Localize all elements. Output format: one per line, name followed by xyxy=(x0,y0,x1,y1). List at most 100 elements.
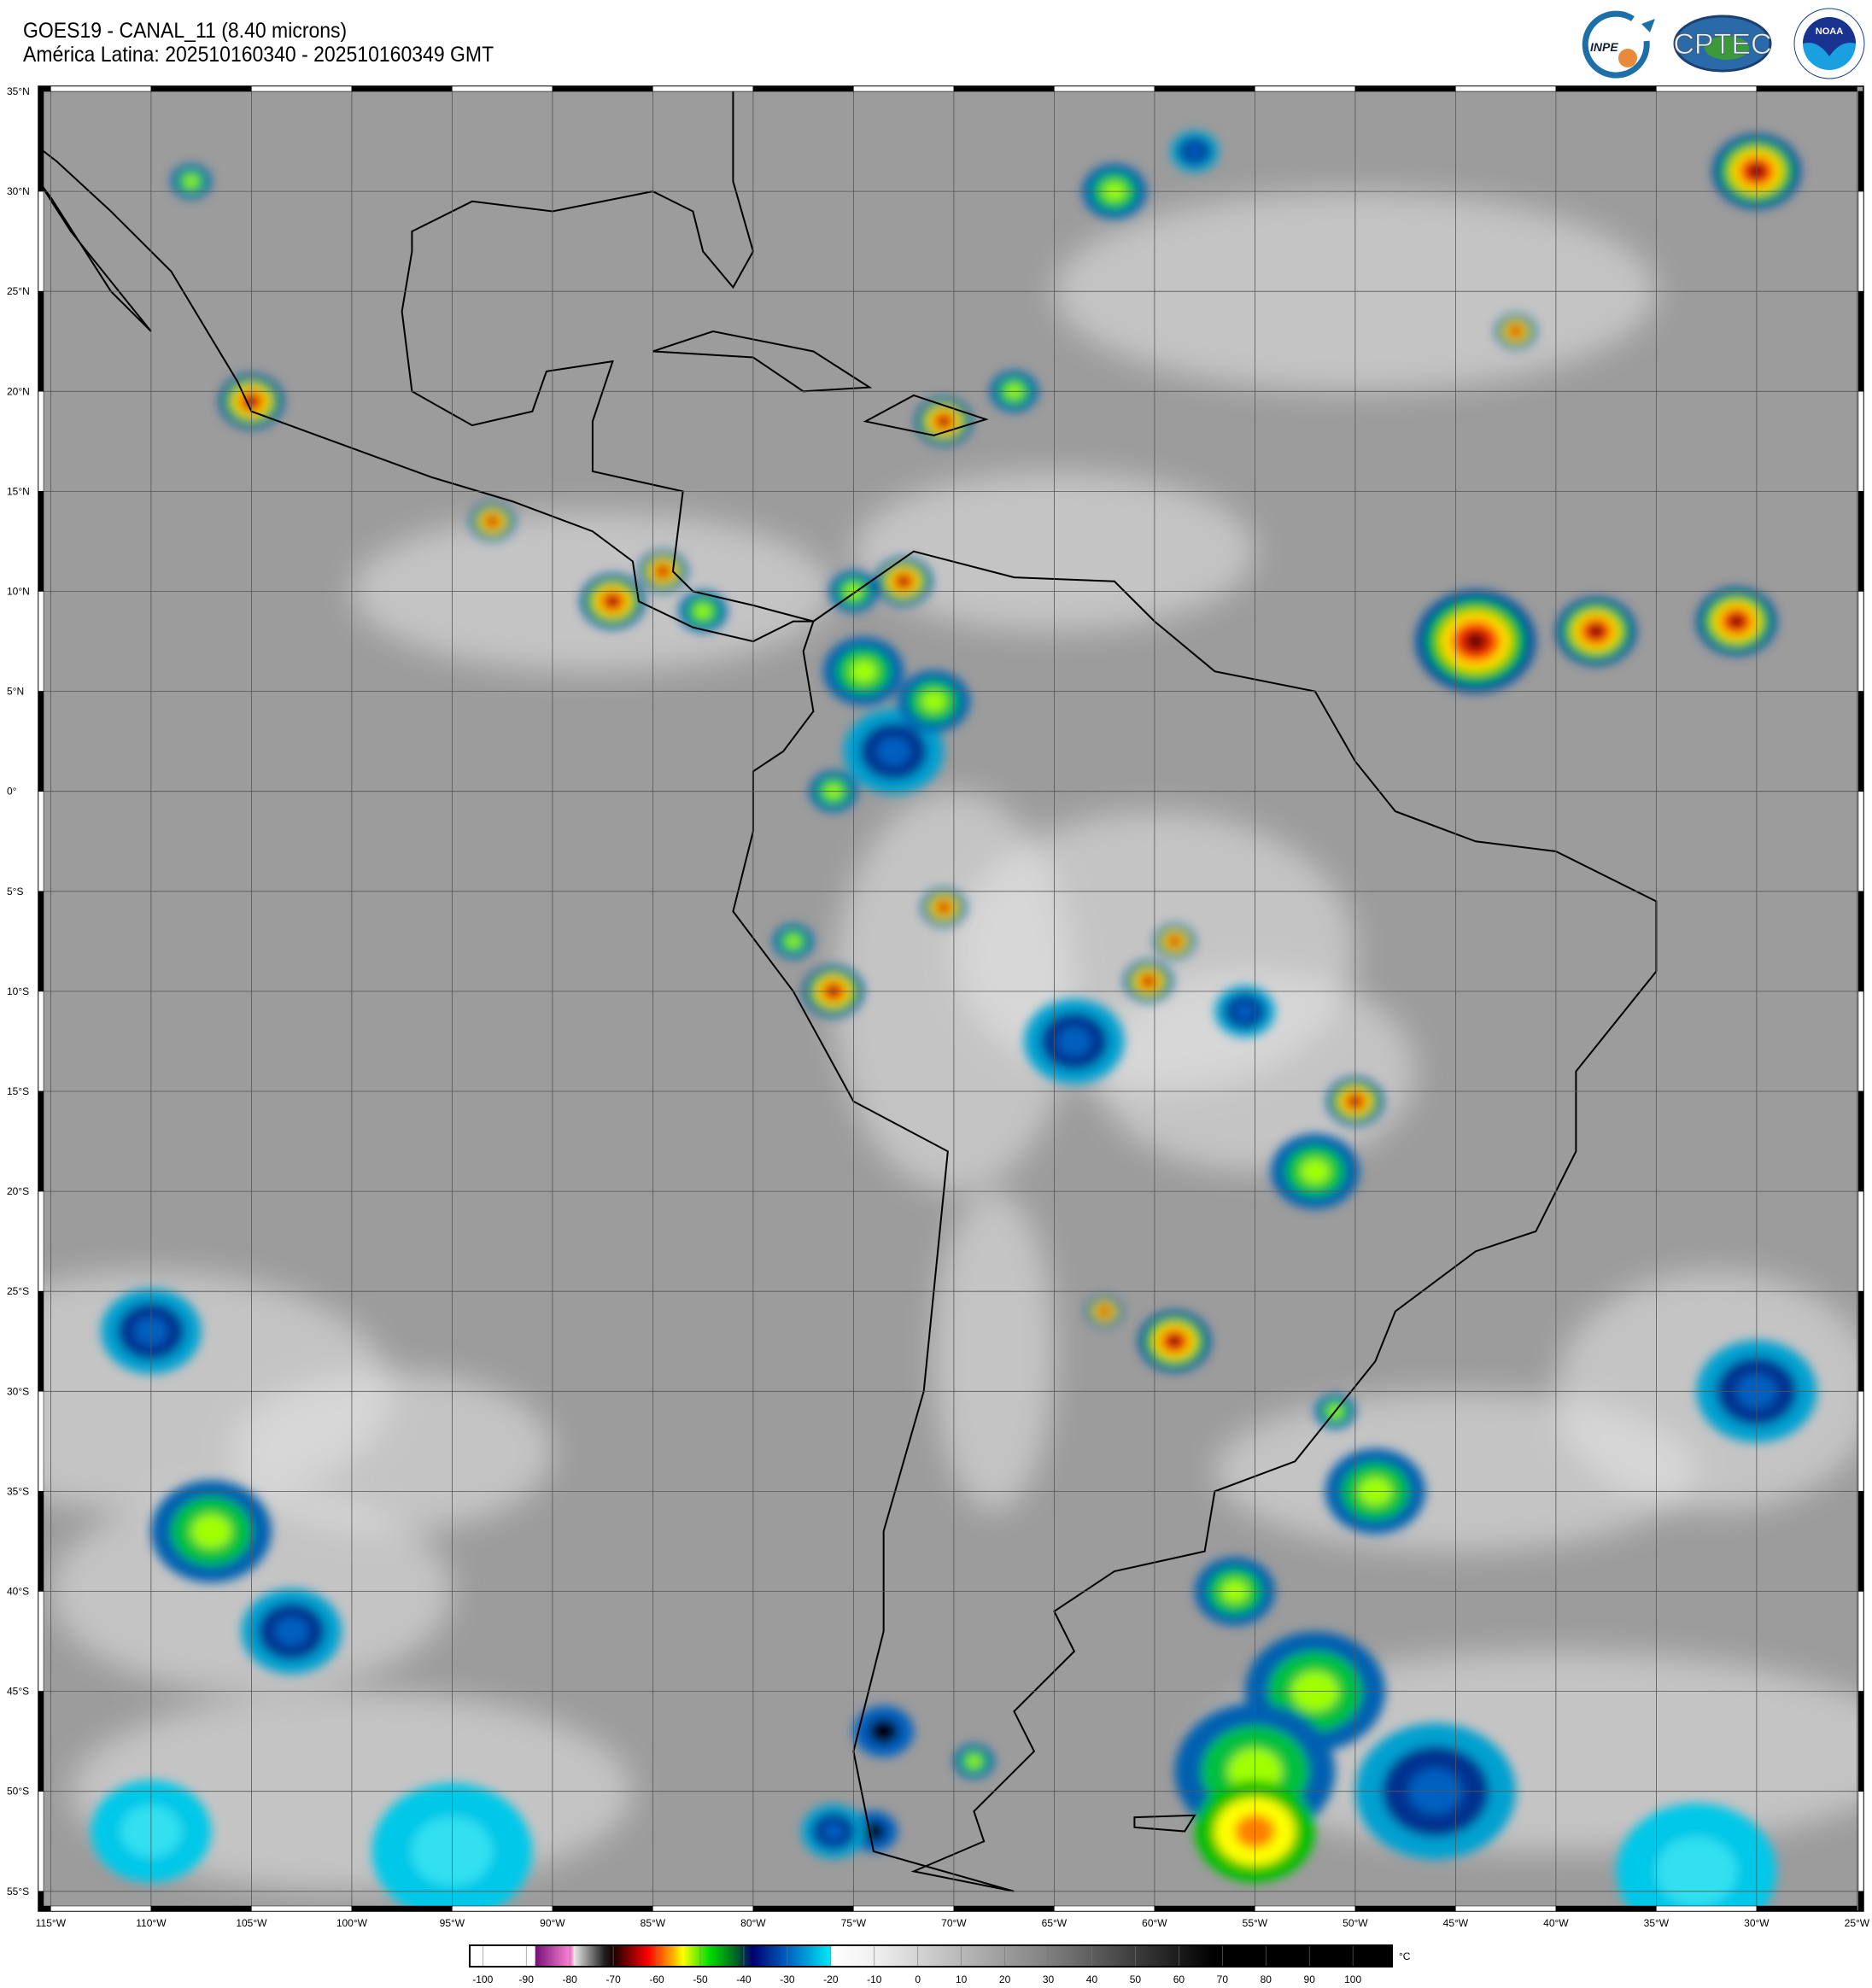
coastline-falklands xyxy=(1133,1814,1196,1833)
latitude-label: 25°N xyxy=(7,285,30,297)
longitude-label: 90°W xyxy=(540,1917,565,1929)
convective-cell xyxy=(1656,1837,1737,1906)
convective-cell xyxy=(938,416,950,427)
longitude-label: 70°W xyxy=(941,1917,967,1929)
frame-bar-bottom xyxy=(452,1905,553,1912)
product-title: GOES19 - CANAL_11 (8.40 microns) xyxy=(23,19,348,43)
frame-bar-right xyxy=(1857,1891,1864,1912)
frame-bar-top xyxy=(1054,85,1155,92)
convective-cell xyxy=(605,595,619,607)
frame-bar-bottom xyxy=(150,1905,252,1912)
frame-bar-bottom xyxy=(1154,1905,1255,1912)
convective-cell xyxy=(898,576,910,587)
colorbar-tick-label: -100 xyxy=(472,1973,493,1985)
frame-bar-top xyxy=(953,85,1055,92)
longitude-label: 60°W xyxy=(1142,1917,1167,1929)
longitude-label: 35°W xyxy=(1644,1917,1670,1929)
coastline-baja-california xyxy=(38,180,152,332)
frame-bar-left xyxy=(38,1891,44,1912)
latitude-label: 20°S xyxy=(7,1185,29,1197)
cloud-shield xyxy=(231,1371,553,1532)
frame-bar-bottom xyxy=(1756,1905,1857,1912)
convective-cell xyxy=(1729,614,1745,629)
frame-bar-left xyxy=(38,591,44,692)
cptec-logo: CPTEC xyxy=(1673,15,1772,73)
frame-bar-top xyxy=(1255,85,1356,92)
convective-cell xyxy=(190,1514,231,1549)
convective-cell xyxy=(822,1821,845,1841)
colorbar-tick-label: -90 xyxy=(519,1973,535,1985)
noaa-logo: NOAA xyxy=(1793,8,1865,79)
frame-bar-left xyxy=(38,290,44,392)
latitude-labels: 35°N 30°N 25°N 20°N 15°N 10°N 5°N 0° 5°S 10°S 15°S… xyxy=(7,85,30,1897)
longitude-label: 105°W xyxy=(236,1917,267,1929)
frame-bar-left xyxy=(38,1290,44,1392)
longitude-label: 115°W xyxy=(36,1917,67,1929)
frame-bar-left xyxy=(38,891,44,992)
frame-bar-left xyxy=(38,1491,44,1592)
colorbar-tick-label: 0 xyxy=(915,1973,921,1985)
frame-bar-left xyxy=(38,491,44,592)
convective-cell xyxy=(694,604,711,618)
colorbar-tick-label: 100 xyxy=(1344,1973,1361,1985)
convective-cell xyxy=(967,1755,981,1768)
frame-bar-top xyxy=(150,85,252,92)
frame-bar-right xyxy=(1857,891,1864,992)
latitude-label: 0° xyxy=(7,786,17,798)
frame-bar-top xyxy=(1756,85,1857,92)
convective-cell xyxy=(861,1821,886,1842)
latitude-label: 10°N xyxy=(7,586,30,598)
frame-bar-top xyxy=(38,85,51,92)
frame-bar-right xyxy=(1857,91,1864,192)
colorbar-tick-label: -80 xyxy=(562,1973,577,1985)
latitude-label: 15°S xyxy=(7,1085,29,1097)
inpe-logo: INPE xyxy=(1582,10,1655,79)
colorbar-tick-label: -60 xyxy=(649,1973,664,1985)
colorbar-tick-label: -20 xyxy=(823,1973,839,1985)
latitude-label: 15°N xyxy=(7,485,30,497)
frame-bar-bottom xyxy=(552,1905,653,1912)
frame-bar-bottom xyxy=(1555,1905,1657,1912)
frame-bar-right xyxy=(1857,290,1864,392)
svg-text:NOAA: NOAA xyxy=(1816,26,1843,37)
frame-bar-bottom xyxy=(752,1905,854,1912)
frame-bar-bottom xyxy=(351,1905,453,1912)
frame-bar-right xyxy=(1857,591,1864,692)
convective-cell xyxy=(1167,1335,1182,1348)
colorbar-tick-label: 40 xyxy=(1086,1973,1098,1985)
convective-cell xyxy=(1588,624,1605,639)
frame-bar-left xyxy=(38,190,44,292)
latitude-label: 35°N xyxy=(7,85,30,97)
convective-cell xyxy=(1100,1308,1109,1315)
frame-scale-bars xyxy=(38,85,1864,1912)
frame-bar-top xyxy=(853,85,955,92)
longitude-label: 80°W xyxy=(740,1917,766,1929)
convective-cell xyxy=(658,567,668,576)
latitude-label: 25°S xyxy=(7,1285,29,1297)
colorbar-tick-label: 30 xyxy=(1043,1973,1055,1985)
frame-bar-left xyxy=(38,791,44,892)
convective-cell xyxy=(939,903,949,911)
frame-bar-left xyxy=(38,691,44,792)
latitude-label: 5°S xyxy=(7,886,23,898)
colorbar-tick-label: 90 xyxy=(1304,1973,1316,1985)
longitude-label: 65°W xyxy=(1042,1917,1068,1929)
colorbar-tick-label: 80 xyxy=(1261,1973,1272,1985)
frame-bar-left xyxy=(38,391,44,492)
colorbar-tick-label: 10 xyxy=(956,1973,968,1985)
convective-cell xyxy=(488,517,497,525)
frame-bar-bottom xyxy=(1054,1905,1155,1912)
colorbar-tick-label: 60 xyxy=(1173,1973,1185,1985)
frame-bar-top xyxy=(50,85,152,92)
frame-bar-top xyxy=(1555,85,1657,92)
convective-cell xyxy=(787,935,800,948)
longitude-label: 110°W xyxy=(136,1917,167,1929)
svg-text:CPTEC: CPTEC xyxy=(1673,28,1771,61)
frame-bar-right xyxy=(1857,1591,1864,1692)
colorbar-tick-label: -30 xyxy=(780,1973,795,1985)
convective-cell xyxy=(921,691,946,712)
frame-bar-top xyxy=(552,85,653,92)
frame-bar-bottom xyxy=(1354,1905,1456,1912)
colorbar-tick-label: 20 xyxy=(999,1973,1011,1985)
convective-cell xyxy=(184,175,198,188)
